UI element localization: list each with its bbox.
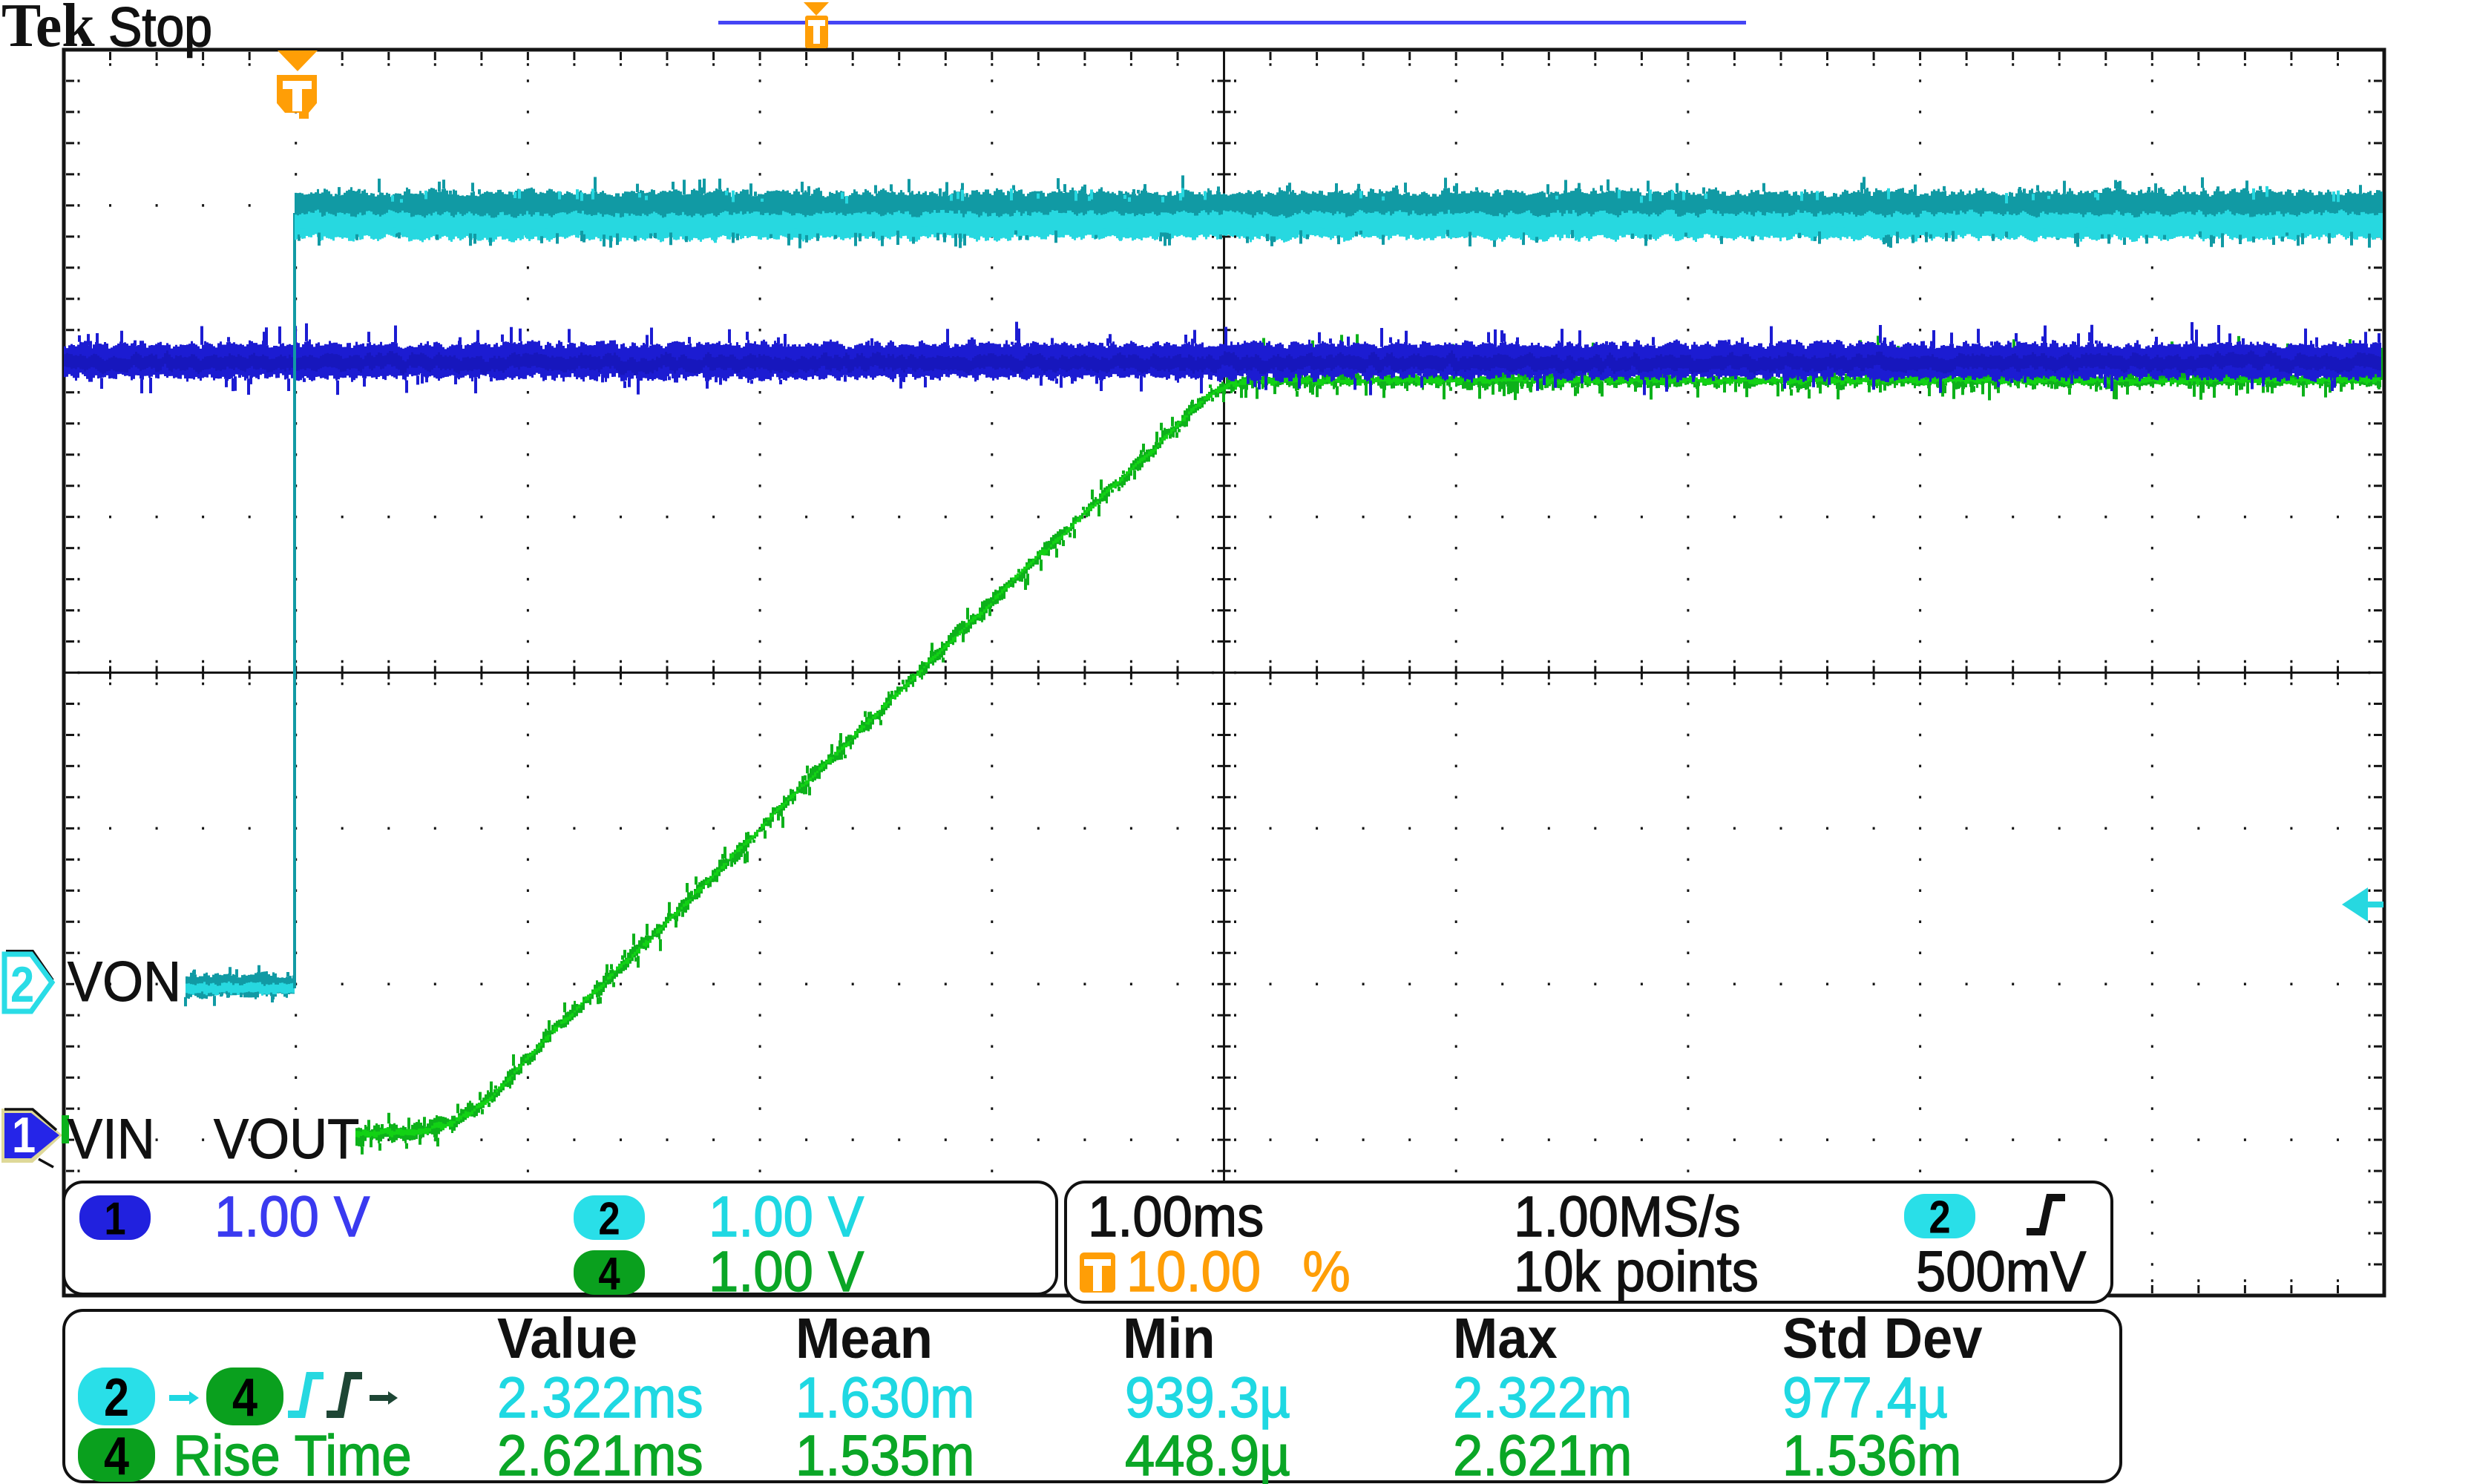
svg-text:1.00 V: 1.00 V xyxy=(709,1184,864,1249)
svg-text:4: 4 xyxy=(104,1427,129,1484)
svg-text:Tek: Tek xyxy=(1,0,95,59)
svg-text:2.621ms: 2.621ms xyxy=(497,1423,703,1484)
svg-text:500mV: 500mV xyxy=(1916,1239,2086,1304)
svg-text:Min: Min xyxy=(1123,1306,1215,1370)
svg-text:1.536m: 1.536m xyxy=(1782,1423,1961,1484)
svg-text:939.3µ: 939.3µ xyxy=(1125,1365,1290,1430)
svg-text:2: 2 xyxy=(598,1193,620,1244)
svg-text:1: 1 xyxy=(12,1108,36,1163)
svg-text:2: 2 xyxy=(10,957,34,1013)
svg-text:10.00 %: 10.00 % xyxy=(1126,1239,1351,1304)
svg-text:1.630m: 1.630m xyxy=(795,1365,974,1430)
svg-text:2: 2 xyxy=(104,1368,129,1428)
svg-text:10k points: 10k points xyxy=(1514,1239,1759,1304)
svg-text:1.00ms: 1.00ms xyxy=(1088,1184,1264,1249)
svg-text:4: 4 xyxy=(598,1248,620,1299)
svg-text:2.322ms: 2.322ms xyxy=(497,1365,703,1430)
svg-text:977.4µ: 977.4µ xyxy=(1782,1365,1948,1430)
svg-text:Max: Max xyxy=(1453,1306,1558,1370)
svg-text:2: 2 xyxy=(1929,1192,1950,1243)
svg-text:1: 1 xyxy=(104,1193,125,1244)
svg-text:Mean: Mean xyxy=(795,1306,933,1370)
svg-text:Std Dev: Std Dev xyxy=(1782,1306,1983,1370)
svg-text:1.00MS/s: 1.00MS/s xyxy=(1514,1184,1741,1249)
svg-text:1.00 V: 1.00 V xyxy=(214,1184,370,1249)
svg-text:1.00 V: 1.00 V xyxy=(709,1239,864,1304)
svg-text:2.621m: 2.621m xyxy=(1453,1423,1632,1484)
svg-text:4: 4 xyxy=(232,1368,257,1428)
svg-text:VON: VON xyxy=(68,951,181,1014)
svg-text:1.535m: 1.535m xyxy=(795,1423,974,1484)
svg-text:Stop: Stop xyxy=(108,0,212,59)
svg-text:VIN: VIN xyxy=(68,1108,155,1171)
svg-text:448.9µ: 448.9µ xyxy=(1125,1423,1290,1484)
svg-text:Rise Time: Rise Time xyxy=(173,1423,412,1484)
svg-text:2.322m: 2.322m xyxy=(1453,1365,1632,1430)
svg-text:Value: Value xyxy=(497,1306,637,1370)
svg-text:VOUT: VOUT xyxy=(214,1108,359,1171)
